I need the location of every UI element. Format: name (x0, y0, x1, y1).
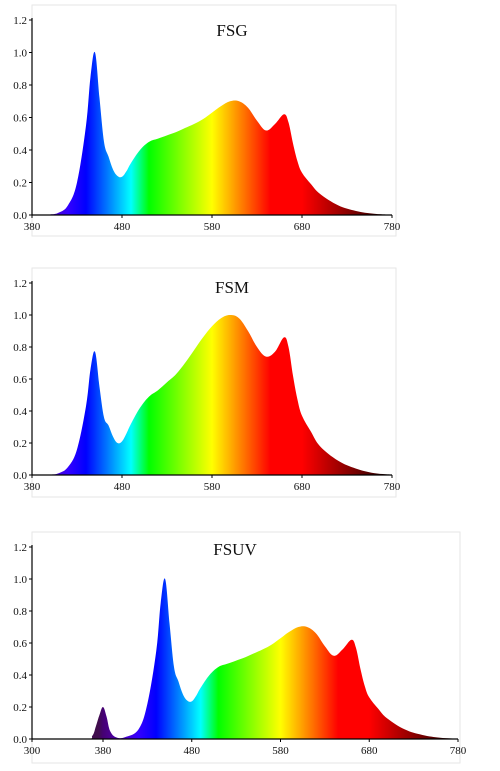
y-tick-label: 0.0 (13, 734, 27, 746)
x-tick-label: 480 (114, 481, 131, 493)
spectrum-area-series (32, 578, 458, 739)
spectrum-chart-fsm: 0.0 0.2 0.4 0.6 0.8 1.0 1.2 380 480 580 680 780 FSM (13, 267, 401, 498)
y-tick-label: 1.2 (13, 278, 27, 290)
x-tick-label: 580 (204, 481, 221, 493)
chart-title: FSG (216, 21, 247, 40)
y-tick-label: 0.2 (13, 438, 27, 450)
x-tick-label: 680 (294, 481, 311, 493)
y-tick-label: 0.6 (13, 374, 27, 386)
spectrum-area-series (32, 51, 392, 215)
x-tick-label: 380 (95, 745, 112, 757)
x-tick-label: 480 (184, 745, 201, 757)
y-tick-label: 1.2 (13, 542, 27, 554)
y-tick-label: 0.6 (13, 638, 27, 650)
y-tick-label: 0.8 (13, 342, 27, 354)
chart-panel-fsm: 0.0 0.2 0.4 0.6 0.8 1.0 1.2 380 480 580 680 780 FSM (0, 263, 500, 505)
chart-title: FSM (215, 278, 249, 297)
x-tick-label: 480 (114, 221, 131, 233)
chart-panel-fsuv: 0.0 0.2 0.4 0.6 0.8 1.0 1.2 300 380 480 580 680 780 F… (0, 527, 500, 771)
x-tick-label: 780 (384, 221, 401, 233)
x-tick-label: 300 (24, 745, 41, 757)
y-tick-label: 0.2 (13, 178, 27, 190)
y-tick-label: 0.8 (13, 80, 27, 92)
chart-title: FSUV (213, 540, 257, 559)
x-tick-label: 680 (361, 745, 378, 757)
y-tick-label: 0.0 (13, 470, 27, 482)
y-tick-label: 1.2 (13, 15, 27, 27)
y-tick-label: 0.4 (13, 670, 27, 682)
x-tick-label: 780 (384, 481, 401, 493)
y-tick-label: 0.4 (13, 145, 27, 157)
y-tick-label: 0.6 (13, 113, 27, 125)
y-tick-label: 0.2 (13, 702, 27, 714)
spectrum-chart-fsg: 0.0 0.2 0.4 0.6 0.8 1.0 1.2 380 480 580 680 780 FSG (13, 4, 401, 237)
x-tick-label: 680 (294, 221, 311, 233)
x-tick-label: 780 (450, 745, 467, 757)
y-tick-label: 0.8 (13, 606, 27, 618)
chart-panel-fsg: 0.0 0.2 0.4 0.6 0.8 1.0 1.2 380 480 580 680 780 FSG (0, 0, 500, 242)
spectrum-area-series (32, 315, 392, 475)
y-tick-label: 1.0 (13, 48, 27, 60)
y-tick-label: 0.0 (13, 210, 27, 222)
y-tick-label: 0.4 (13, 406, 27, 418)
x-tick-label: 580 (204, 221, 221, 233)
x-tick-label: 580 (272, 745, 289, 757)
x-tick-label: 380 (24, 481, 41, 493)
spectrum-chart-fsuv: 0.0 0.2 0.4 0.6 0.8 1.0 1.2 300 380 480 580 680 780 F… (13, 531, 467, 764)
y-tick-label: 1.0 (13, 574, 27, 586)
x-tick-label: 380 (24, 221, 41, 233)
y-tick-label: 1.0 (13, 310, 27, 322)
